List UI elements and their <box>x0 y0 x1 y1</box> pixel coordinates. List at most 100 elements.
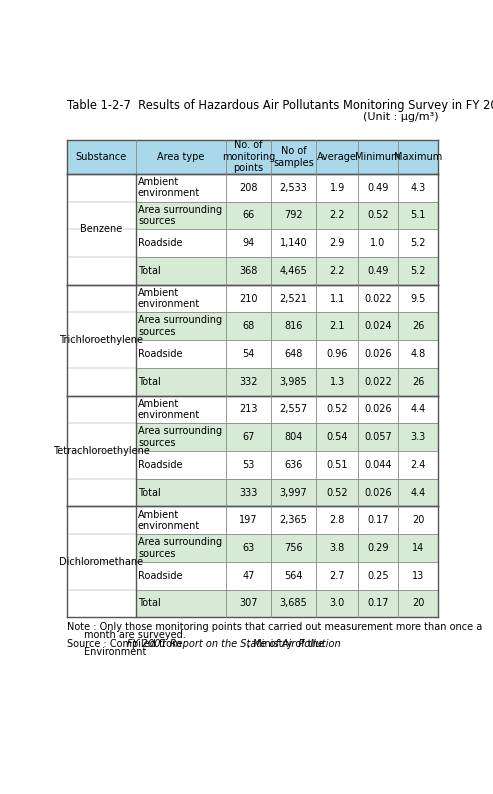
Bar <box>226 174 271 202</box>
Text: 0.49: 0.49 <box>367 266 389 276</box>
Bar <box>136 174 226 202</box>
Text: Total: Total <box>138 376 161 387</box>
Text: 208: 208 <box>239 183 258 193</box>
Text: Area surrounding
sources: Area surrounding sources <box>138 205 222 226</box>
Text: 804: 804 <box>284 432 303 442</box>
Text: 0.52: 0.52 <box>326 404 348 414</box>
Text: 0.022: 0.022 <box>364 376 392 387</box>
Bar <box>398 257 438 285</box>
Bar <box>358 562 398 590</box>
Bar <box>226 368 271 395</box>
Text: 0.17: 0.17 <box>367 515 389 526</box>
Text: 9.5: 9.5 <box>411 294 426 303</box>
Text: 26: 26 <box>412 376 424 387</box>
Bar <box>271 285 316 312</box>
Bar <box>316 257 358 285</box>
Text: Total: Total <box>138 599 161 608</box>
Text: Total: Total <box>138 488 161 498</box>
Text: Roadside: Roadside <box>138 238 182 248</box>
Text: 2,533: 2,533 <box>280 183 308 193</box>
Bar <box>316 229 358 257</box>
Text: 333: 333 <box>239 488 258 498</box>
Text: 0.024: 0.024 <box>364 322 392 331</box>
Bar <box>136 312 226 340</box>
Text: 3.3: 3.3 <box>411 432 426 442</box>
Bar <box>271 395 316 423</box>
Text: 47: 47 <box>242 571 255 580</box>
Text: Maximum: Maximum <box>394 152 442 162</box>
Bar <box>271 257 316 285</box>
Text: Area surrounding
sources: Area surrounding sources <box>138 538 222 559</box>
Text: Roadside: Roadside <box>138 460 182 470</box>
Text: Area surrounding
sources: Area surrounding sources <box>138 426 222 448</box>
Text: 368: 368 <box>239 266 258 276</box>
Text: 0.022: 0.022 <box>364 294 392 303</box>
Bar <box>358 423 398 451</box>
Bar <box>358 451 398 479</box>
Text: 5.2: 5.2 <box>411 266 426 276</box>
Bar <box>271 562 316 590</box>
Text: 0.17: 0.17 <box>367 599 389 608</box>
Text: Table 1-2-7  Results of Hazardous Air Pollutants Monitoring Survey in FY 2001: Table 1-2-7 Results of Hazardous Air Pol… <box>67 99 493 112</box>
Bar <box>136 534 226 562</box>
Bar <box>358 590 398 618</box>
Bar <box>316 451 358 479</box>
Bar <box>316 285 358 312</box>
Text: 1.0: 1.0 <box>370 238 386 248</box>
Bar <box>226 395 271 423</box>
Text: 26: 26 <box>412 322 424 331</box>
Text: 0.51: 0.51 <box>326 460 348 470</box>
Text: 3,685: 3,685 <box>280 599 308 608</box>
Bar <box>358 534 398 562</box>
Bar <box>398 285 438 312</box>
Text: 2.4: 2.4 <box>411 460 426 470</box>
Text: 5.2: 5.2 <box>411 238 426 248</box>
Text: Ambient
environment: Ambient environment <box>138 287 200 310</box>
Bar <box>271 368 316 395</box>
Text: 0.29: 0.29 <box>367 543 389 553</box>
Text: Trichloroethylene: Trichloroethylene <box>59 335 143 345</box>
Bar <box>358 285 398 312</box>
Text: 1,140: 1,140 <box>280 238 308 248</box>
Bar <box>226 340 271 368</box>
Bar <box>316 534 358 562</box>
Text: 2,365: 2,365 <box>280 515 308 526</box>
Bar <box>271 312 316 340</box>
Bar <box>398 395 438 423</box>
Text: 2.1: 2.1 <box>329 322 345 331</box>
Text: Roadside: Roadside <box>138 571 182 580</box>
Text: 20: 20 <box>412 599 424 608</box>
Bar <box>226 479 271 507</box>
Text: 2.9: 2.9 <box>329 238 345 248</box>
Bar <box>398 368 438 395</box>
Bar <box>226 257 271 285</box>
Bar <box>316 479 358 507</box>
Text: 756: 756 <box>284 543 303 553</box>
Bar <box>316 202 358 229</box>
Bar <box>271 202 316 229</box>
Bar <box>271 340 316 368</box>
Bar <box>316 562 358 590</box>
Bar <box>398 451 438 479</box>
Text: 4.4: 4.4 <box>411 488 426 498</box>
Text: 1.3: 1.3 <box>329 376 345 387</box>
Bar <box>398 202 438 229</box>
Bar <box>271 229 316 257</box>
Text: 213: 213 <box>239 404 258 414</box>
Bar <box>358 479 398 507</box>
Text: 0.54: 0.54 <box>326 432 348 442</box>
Bar <box>358 202 398 229</box>
Bar <box>398 312 438 340</box>
Text: 792: 792 <box>284 210 303 221</box>
Bar <box>226 312 271 340</box>
Text: No. of
monitoring
points: No. of monitoring points <box>222 141 275 173</box>
Text: Ambient
environment: Ambient environment <box>138 510 200 531</box>
Text: 14: 14 <box>412 543 424 553</box>
Bar <box>67 174 136 285</box>
Text: 332: 332 <box>239 376 258 387</box>
Text: Minimum: Minimum <box>355 152 401 162</box>
Bar <box>136 285 226 312</box>
Text: Ambient
environment: Ambient environment <box>138 399 200 420</box>
Bar <box>226 285 271 312</box>
Text: 307: 307 <box>239 599 258 608</box>
